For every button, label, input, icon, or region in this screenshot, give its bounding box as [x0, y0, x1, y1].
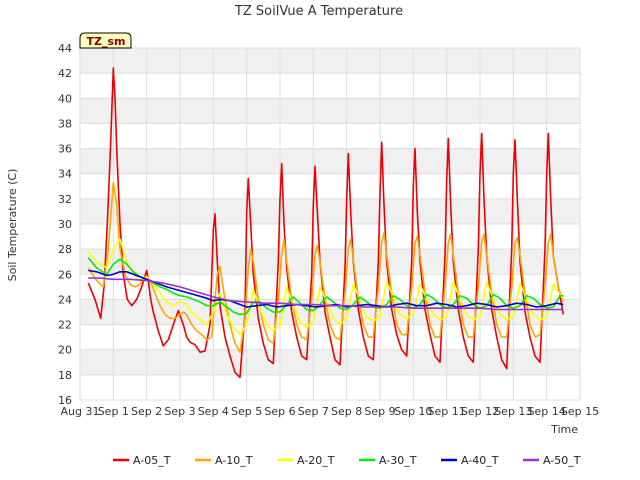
legend-label: A-30_T — [379, 454, 417, 467]
legend: A-05_T A-10_T A-20_T A-30_T A-40_T A-50_T — [113, 454, 581, 467]
y-tick-label: 24 — [58, 293, 72, 306]
x-tick-label: Sep 12 — [461, 405, 499, 418]
series-line-a-05-t — [87, 67, 565, 379]
x-tick-label: Sep 3 — [164, 405, 195, 418]
x-tick-label: Sep 1 — [98, 405, 129, 418]
x-tick-label: Sep 6 — [264, 405, 295, 418]
x-axis-label: Time — [550, 423, 578, 436]
plot-band — [80, 198, 580, 224]
plot-band — [80, 123, 580, 149]
y-tick-label: 38 — [58, 117, 72, 130]
plot-band — [80, 73, 580, 99]
series-line-a-20-t — [87, 238, 564, 336]
x-tick-label: Sep 2 — [131, 405, 162, 418]
site-badge: TZ_sm — [79, 32, 132, 49]
y-axis-ticks: 16 18 20 22 24 26 28 30 32 34 36 38 40 42 44 — [58, 42, 72, 407]
legend-label: A-05_T — [133, 454, 171, 467]
plot-band — [80, 98, 580, 124]
plot-band — [80, 148, 580, 174]
y-tick-label: 32 — [58, 193, 72, 206]
y-tick-label: 40 — [58, 92, 72, 105]
y-tick-label: 22 — [58, 319, 72, 332]
y-tick-label: 28 — [58, 243, 72, 256]
y-tick-label: 34 — [58, 168, 72, 181]
series-line-a-10-t — [87, 181, 565, 354]
x-tick-label: Sep 15 — [561, 405, 599, 418]
y-tick-label: 42 — [58, 67, 72, 80]
chart-title: TZ SoilVue A Temperature — [234, 4, 403, 19]
y-tick-label: 16 — [58, 394, 72, 407]
x-tick-label: Sep 14 — [528, 405, 566, 418]
legend-label: A-10_T — [215, 454, 253, 467]
site-badge-label: TZ_sm — [87, 35, 126, 48]
series-lines — [87, 67, 565, 379]
x-tick-label: Sep 13 — [494, 405, 532, 418]
y-tick-label: 26 — [58, 268, 72, 281]
y-tick-label: 36 — [58, 143, 72, 156]
legend-label: A-40_T — [461, 454, 499, 467]
legend-label: A-50_T — [543, 454, 581, 467]
plot-background-bands — [80, 48, 580, 400]
plot-band — [80, 48, 580, 74]
plot-band — [80, 173, 580, 199]
x-tick-label: Sep 5 — [231, 405, 262, 418]
x-tick-label: Sep 11 — [428, 405, 466, 418]
x-tick-label: Sep 10 — [394, 405, 432, 418]
y-tick-label: 18 — [58, 369, 72, 382]
y-tick-label: 20 — [58, 344, 72, 357]
x-tick-label: Sep 7 — [298, 405, 329, 418]
site-badge-box — [79, 32, 132, 49]
series-line-a-30-t — [87, 257, 564, 316]
plot-band — [80, 349, 580, 375]
plot-band — [80, 274, 580, 300]
x-tick-label: Sep 8 — [331, 405, 362, 418]
legend-label: A-20_T — [297, 454, 335, 467]
plot-band — [80, 224, 580, 250]
y-axis-label: Soil Temperature (C) — [6, 169, 19, 282]
y-tick-label: 44 — [58, 42, 72, 55]
plot-band — [80, 249, 580, 275]
gridlines — [79, 47, 581, 401]
x-tick-label: Sep 4 — [198, 405, 229, 418]
plot-band — [80, 374, 580, 400]
x-tick-label: Aug 31 — [61, 405, 100, 418]
x-tick-label: Sep 9 — [364, 405, 395, 418]
series-line-a-50-t — [88, 277, 564, 311]
y-tick-label: 30 — [58, 218, 72, 231]
